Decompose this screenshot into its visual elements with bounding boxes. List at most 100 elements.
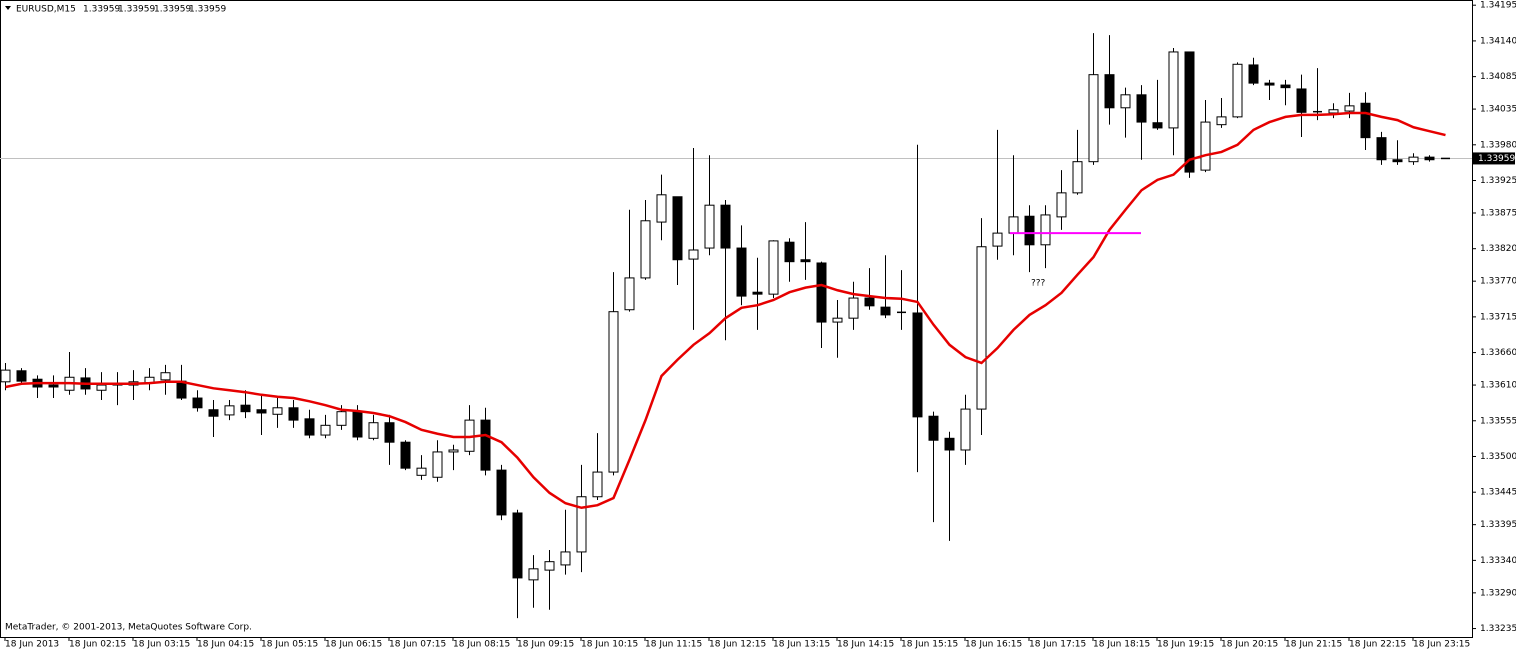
candle-body [1424,156,1435,161]
candle-body [1296,88,1307,113]
candle-body [1376,137,1387,161]
x-tick-label: 18 Jun 15:15 [901,640,958,650]
candle-body [928,415,939,441]
candle-body [368,422,379,439]
candle-body [528,568,539,581]
candle-body [192,397,203,409]
x-tick-label: 18 Jun 04:15 [197,640,254,650]
candle-body [1328,109,1339,114]
candle-body [992,232,1003,247]
chart-title: EURUSD,M15 [16,5,76,15]
x-tick-label: 18 Jun 10:15 [581,640,638,650]
x-tick-label: 18 Jun 19:15 [1157,640,1214,650]
candle-body [352,410,363,438]
candle-body [832,317,843,323]
y-tick-label: 1.33660 [1480,348,1516,358]
candle-body [1248,64,1259,84]
candle-body [48,384,59,388]
y-tick-label: 1.33290 [1480,588,1516,598]
candle-body [1232,63,1243,118]
header-price: 1.33959 [154,5,191,15]
candle-body [480,419,491,471]
candle-body [640,220,651,279]
candle-body [736,247,747,297]
candle-body [1360,102,1371,139]
x-tick-label: 18 Jun 21:15 [1285,640,1342,650]
candle-body [96,384,107,391]
candle-body [448,449,459,453]
x-tick-label: 18 Jun 08:15 [453,640,510,650]
candle-body [512,512,523,579]
candle-body [880,306,891,316]
candle-body [240,404,251,413]
x-tick-label: 18 Jun 07:15 [389,640,446,650]
header-price: 1.33959 [83,5,120,15]
y-tick-label: 1.33555 [1480,416,1516,426]
candle-body [672,196,683,261]
candle-body [1056,192,1067,218]
candle-body [1104,74,1115,109]
y-tick-label: 1.34140 [1480,36,1516,46]
candle-body [688,249,699,260]
x-tick-label: 18 Jun 14:15 [837,640,894,650]
candle-body [608,311,619,473]
candle-body [1008,216,1019,234]
y-tick-label: 1.33395 [1480,520,1516,530]
y-tick-label: 1.33875 [1480,208,1516,218]
y-tick-label: 1.33770 [1480,277,1516,287]
y-tick-label: 1.34195 [1480,1,1516,11]
candle-body [576,496,587,553]
candle-body [1136,94,1147,123]
x-tick-label: 18 Jun 23:15 [1413,640,1470,650]
x-tick-label: 18 Jun 22:15 [1349,640,1406,650]
y-tick-label: 1.33820 [1480,244,1516,254]
y-tick-label: 1.33235 [1480,624,1516,634]
candle-body [656,194,667,223]
candle-body [864,297,875,307]
candle-body [288,407,299,421]
candle-body [1344,105,1355,112]
x-tick-label: 18 Jun 17:15 [1029,640,1086,650]
candle-body [960,408,971,451]
header-price: 1.33959 [118,5,155,15]
y-tick-label: 1.34085 [1480,72,1516,82]
candle-body [1088,74,1099,163]
x-tick-label: 18 Jun 12:15 [709,640,766,650]
header-price: 1.33959 [189,5,226,15]
candle-body [1168,51,1179,129]
candle-body [304,418,315,436]
candle-body [720,204,731,249]
candle-body [1392,159,1403,163]
candle-body [560,551,571,566]
candle-body [1024,215,1035,246]
candle-body [1280,84,1291,89]
plot-frame [0,0,1473,638]
x-tick-label: 18 Jun 09:15 [517,640,574,650]
candle-body [224,405,235,416]
candle-body [160,372,171,381]
candle-body [432,451,443,478]
x-tick-label: 18 Jun 05:15 [261,640,318,650]
candle-body [816,262,827,323]
y-tick-label: 1.33715 [1480,312,1516,322]
y-tick-label: 1.33980 [1480,140,1516,150]
candle-body [320,424,331,436]
candle-body [848,297,859,319]
annotation: ??? [1031,279,1046,289]
candle-body [1408,156,1419,163]
current-price-box [1473,152,1515,165]
candle-body [752,291,763,295]
candle-body [1184,51,1195,173]
x-tick-label: 18 Jun 06:15 [325,640,382,650]
y-tick-label: 1.33610 [1480,381,1516,391]
candle-body [256,409,267,414]
moving-average [5,111,1446,510]
candle-body [1216,116,1227,126]
y-tick-label: 1.33925 [1480,176,1516,186]
candle-body [976,246,987,410]
candle-body [1072,161,1083,194]
y-tick-label: 1.33500 [1480,452,1516,462]
candle-body [1152,122,1163,129]
candle-body [544,561,555,571]
